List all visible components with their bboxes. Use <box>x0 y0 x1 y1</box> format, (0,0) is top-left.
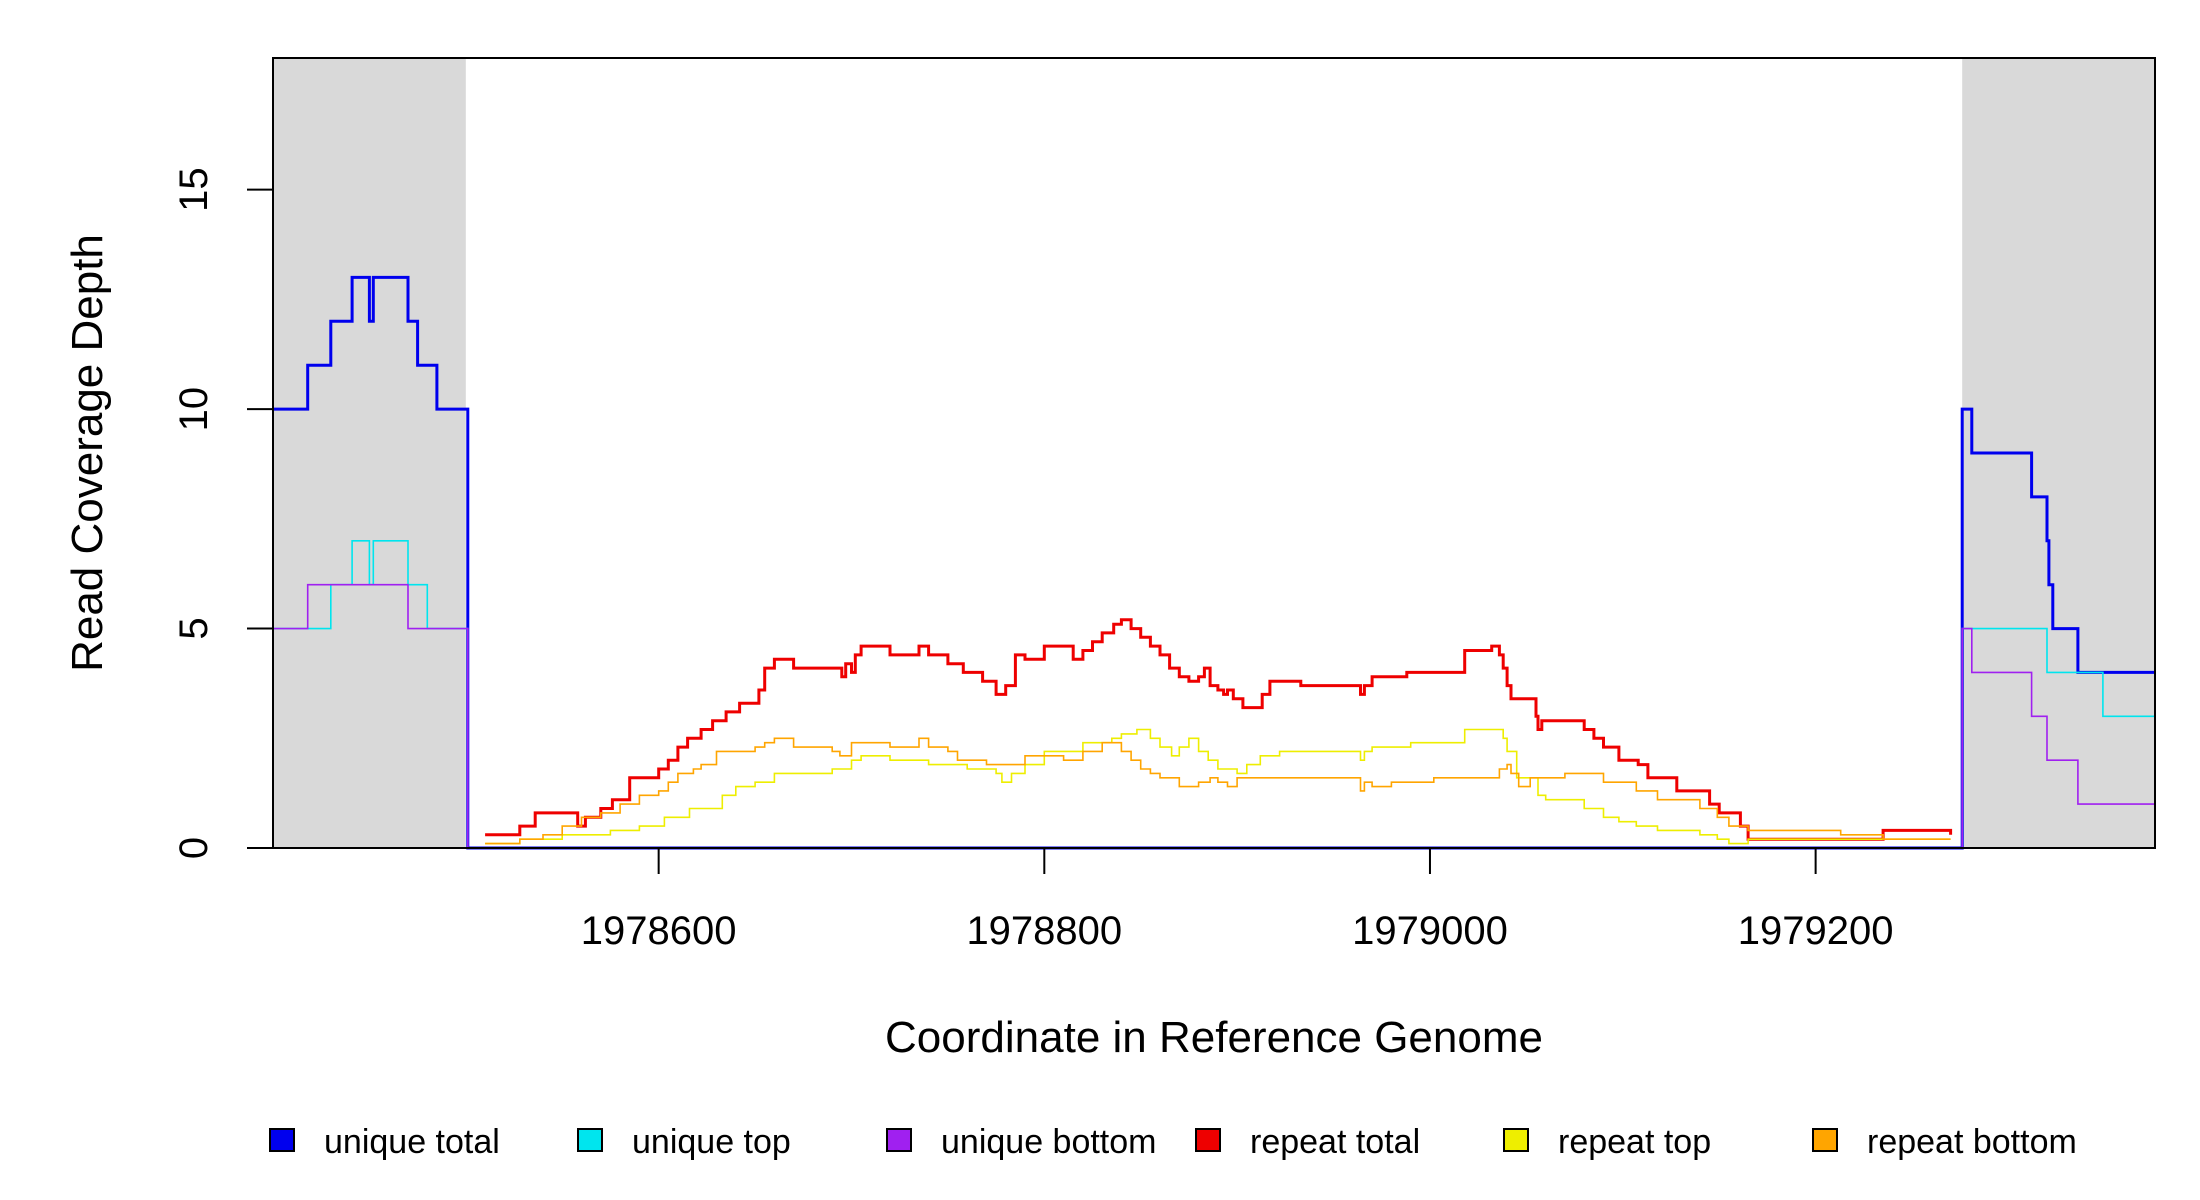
series-repeat-total-line <box>485 618 1953 841</box>
x-axis-title: Coordinate in Reference Genome <box>885 1013 1543 1062</box>
shaded-region-1 <box>273 58 466 848</box>
legend-label: unique total <box>324 1123 500 1161</box>
legend-label: repeat bottom <box>1867 1123 2077 1161</box>
x-tick-label: 1978600 <box>581 909 737 953</box>
legend-item-unique-top: unique top <box>577 1123 791 1161</box>
plot-frame <box>272 57 2156 849</box>
x-tick-label: 1979200 <box>1738 909 1894 953</box>
y-tick-label: 0 <box>172 837 216 859</box>
legend-item-unique-total: unique total <box>269 1123 500 1161</box>
y-tick-label: 5 <box>172 617 216 639</box>
y-tick-label: 15 <box>172 167 216 212</box>
legend-swatch <box>886 1128 912 1152</box>
legend-label: repeat total <box>1250 1123 1420 1161</box>
legend-swatch <box>1503 1128 1529 1152</box>
legend: unique total unique top unique bottom repea… <box>269 1123 2077 1161</box>
legend-item-repeat-total: repeat total <box>1195 1123 1420 1161</box>
x-tick-label: 1978800 <box>966 909 1122 953</box>
legend-swatch <box>269 1128 295 1152</box>
series-unique-top-line <box>273 540 2155 849</box>
series-repeat-bottom-line <box>485 737 1951 845</box>
legend-item-repeat-top: repeat top <box>1503 1123 1711 1161</box>
legend-label: unique top <box>632 1123 791 1161</box>
legend-item-unique-bottom: unique bottom <box>886 1123 1157 1161</box>
series-lines <box>273 275 2155 850</box>
y-tick-label: 10 <box>172 387 216 432</box>
shaded-regions <box>273 58 2155 848</box>
legend-swatch <box>1195 1128 1221 1152</box>
y-axis-title: Read Coverage Depth <box>63 234 112 672</box>
series-repeat-top-line <box>485 728 1951 845</box>
legend-swatch <box>1812 1128 1838 1152</box>
legend-swatch <box>577 1128 603 1152</box>
series-unique-bottom-line <box>273 583 2155 849</box>
series-unique-total-line <box>273 275 2155 850</box>
y-axis: 0 5 10 15 <box>172 167 274 859</box>
x-tick-label: 1979000 <box>1352 909 1508 953</box>
legend-label: unique bottom <box>941 1123 1157 1161</box>
legend-item-repeat-bottom: repeat bottom <box>1812 1123 2077 1161</box>
x-axis: 1978600 1978800 1979000 1979200 <box>581 847 1894 953</box>
legend-label: repeat top <box>1558 1123 1711 1161</box>
